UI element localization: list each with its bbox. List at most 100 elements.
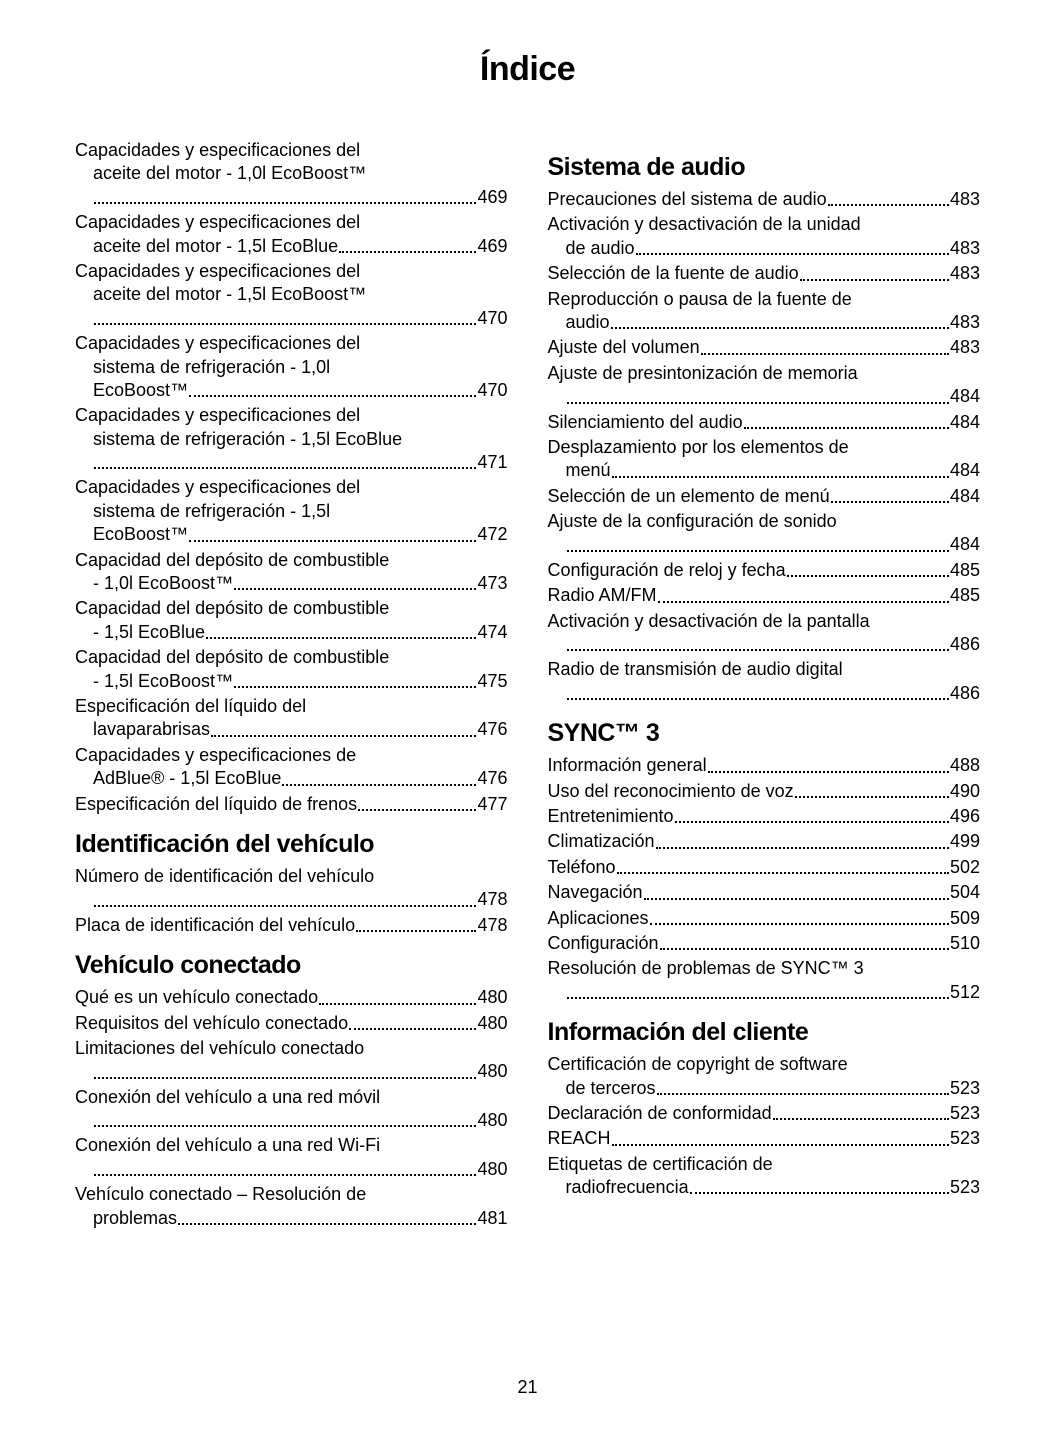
entry-label: Entretenimiento	[548, 805, 674, 828]
toc-entry: Capacidades y especificaciones delsistem…	[75, 404, 508, 474]
entry-label: - 1,5l EcoBlue	[93, 621, 205, 644]
entry-label: Requisitos del vehículo conectado	[75, 1012, 348, 1035]
toc-entry: Qué es un vehículo conectado480	[75, 986, 508, 1009]
entry-page: 478	[477, 914, 507, 937]
toc-entry: Activación y desactivación de la unidadd…	[548, 213, 981, 260]
toc-entry: Ajuste del volumen 483	[548, 336, 981, 359]
toc-entry: Requisitos del vehículo conectado480	[75, 1012, 508, 1035]
toc-entry: Capacidades y especificaciones deAdBlue®…	[75, 744, 508, 791]
entry-page: 483	[950, 188, 980, 211]
entry-page: 490	[950, 780, 980, 803]
entry-page: 485	[950, 559, 980, 582]
toc-entry: REACH 523	[548, 1127, 981, 1150]
entry-label: Radio de transmisión de audio digital	[548, 658, 981, 681]
section-heading: Vehículo conectado	[75, 951, 508, 980]
leader-dots	[178, 1223, 476, 1225]
leader-dots	[658, 601, 949, 603]
toc-entry: Certificación de copyright de softwarede…	[548, 1053, 981, 1100]
entry-label: - 1,5l EcoBoost™	[93, 670, 233, 693]
toc-entry: Capacidades y especificaciones delaceite…	[75, 260, 508, 330]
leader-dots	[612, 476, 949, 478]
leader-dots	[349, 1028, 476, 1030]
leader-dots	[339, 251, 476, 253]
toc-entry: Limitaciones del vehículo conectado480	[75, 1037, 508, 1084]
toc-entry: Capacidad del depósito de combustible- 1…	[75, 646, 508, 693]
entry-page: 499	[950, 830, 980, 853]
toc-entry: Capacidades y especificaciones delaceite…	[75, 139, 508, 209]
entry-page: 488	[950, 754, 980, 777]
entry-label: sistema de refrigeración - 1,5l EcoBlue	[75, 428, 508, 451]
entry-page: 469	[477, 186, 507, 209]
leader-dots	[644, 898, 949, 900]
entry-label: sistema de refrigeración - 1,5l	[75, 500, 508, 523]
toc-entry: Aplicaciones 509	[548, 907, 981, 930]
toc-entry: Configuración 510	[548, 932, 981, 955]
leader-dots	[617, 872, 949, 874]
toc-entry: Silenciamiento del audio484	[548, 411, 981, 434]
entry-page: 483	[950, 336, 980, 359]
section-heading: Sistema de audio	[548, 153, 981, 182]
entry-page: 509	[950, 907, 980, 930]
entry-label: menú	[566, 459, 611, 482]
entry-label: Desplazamiento por los elementos de	[548, 436, 981, 459]
leader-dots	[787, 575, 949, 577]
entry-label: Climatización	[548, 830, 655, 853]
entry-page: 484	[950, 485, 980, 508]
entry-label: Ajuste de presintonización de memoria	[548, 362, 981, 385]
entry-page: 504	[950, 881, 980, 904]
toc-entry: Precauciones del sistema de audio483	[548, 188, 981, 211]
leader-dots	[567, 649, 949, 651]
entry-page: 470	[477, 307, 507, 330]
entry-label: Limitaciones del vehículo conectado	[75, 1037, 508, 1060]
toc-entry: Etiquetas de certificación deradiofrecue…	[548, 1153, 981, 1200]
toc-entry: Capacidad del depósito de combustible- 1…	[75, 597, 508, 644]
entry-page: 475	[477, 670, 507, 693]
entry-page: 476	[477, 767, 507, 790]
section-heading: SYNC™ 3	[548, 719, 981, 748]
entry-label: radiofrecuencia	[566, 1176, 689, 1199]
entry-page: 502	[950, 856, 980, 879]
toc-entry: Especificación del líquido dellavaparabr…	[75, 695, 508, 742]
entry-page: 512	[950, 981, 980, 1004]
entry-label: Placa de identificación del vehículo	[75, 914, 355, 937]
entry-label: Capacidades y especificaciones del	[75, 476, 508, 499]
entry-label: audio	[566, 311, 610, 334]
leader-dots	[189, 540, 476, 542]
entry-label: Configuración de reloj y fecha	[548, 559, 786, 582]
entry-label: Selección de un elemento de menú	[548, 485, 830, 508]
entry-label: Especificación del líquido del	[75, 695, 508, 718]
toc-entry: Capacidades y especificaciones delsistem…	[75, 476, 508, 546]
leader-dots	[773, 1118, 949, 1120]
entry-label: Radio AM/FM	[548, 584, 657, 607]
leader-dots	[94, 905, 476, 907]
entry-label: Ajuste del volumen	[548, 336, 700, 359]
leader-dots	[282, 784, 476, 786]
entry-label: Navegación	[548, 881, 643, 904]
toc-entry: Selección de la fuente de audio483	[548, 262, 981, 285]
entry-page: 480	[477, 1158, 507, 1181]
toc-entry: Selección de un elemento de menú 484	[548, 485, 981, 508]
entry-label: EcoBoost™	[93, 523, 188, 546]
entry-page: 510	[950, 932, 980, 955]
page-number: 21	[0, 1377, 1055, 1398]
toc-column: Capacidades y especificaciones delaceite…	[75, 139, 508, 1232]
entry-page: 496	[950, 805, 980, 828]
leader-dots	[94, 202, 476, 204]
leader-dots	[701, 353, 949, 355]
leader-dots	[567, 698, 949, 700]
entry-label: Etiquetas de certificación de	[548, 1153, 981, 1176]
toc-columns: Capacidades y especificaciones delaceite…	[0, 99, 1055, 1232]
leader-dots	[94, 1077, 476, 1079]
toc-entry: Uso del reconocimiento de voz 490	[548, 780, 981, 803]
entry-page: 523	[950, 1176, 980, 1199]
entry-label: Ajuste de la configuración de sonido	[548, 510, 981, 533]
toc-entry: Radio AM/FM485	[548, 584, 981, 607]
entry-label: Número de identificación del vehículo	[75, 865, 508, 888]
entry-page: 484	[950, 533, 980, 556]
entry-page: 471	[477, 451, 507, 474]
leader-dots	[319, 1003, 476, 1005]
entry-page: 477	[477, 793, 507, 816]
entry-label: Declaración de conformidad	[548, 1102, 772, 1125]
entry-label: - 1,0l EcoBoost™	[93, 572, 233, 595]
entry-page: 486	[950, 633, 980, 656]
